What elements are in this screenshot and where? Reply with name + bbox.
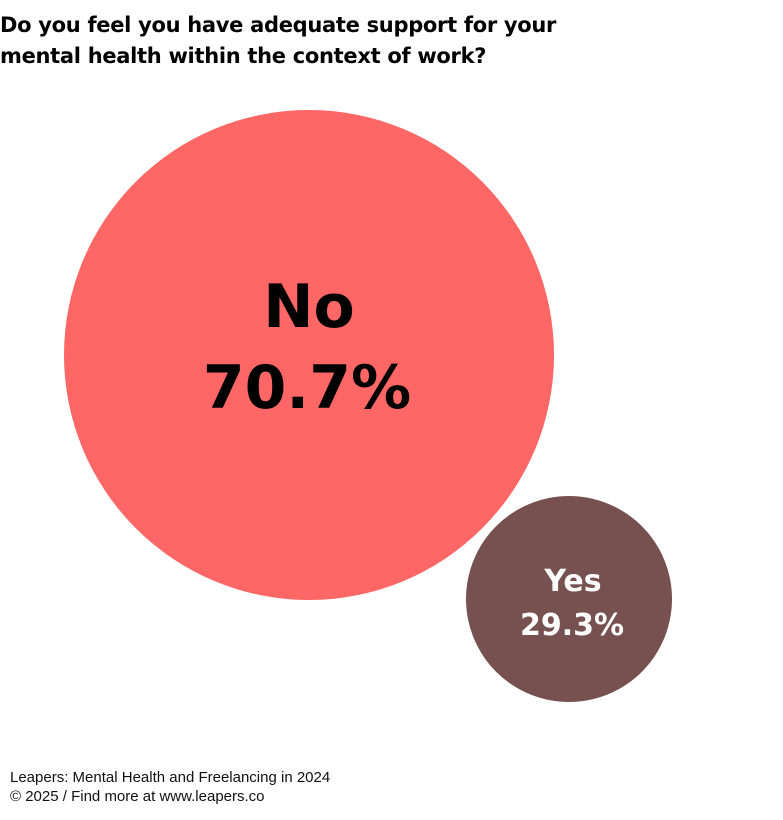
chart-title-line-2: mental health within the context of work…: [0, 44, 487, 68]
bubble-no-value: 70.7%: [203, 353, 411, 423]
bubble-yes-circle: [466, 496, 672, 702]
bubble-no: No 70.7%: [64, 110, 554, 600]
chart-title: Do you feel you have adequate support fo…: [0, 10, 640, 72]
chart-title-line-1: Do you feel you have adequate support fo…: [0, 13, 557, 37]
bubble-yes-label: Yes: [543, 564, 601, 599]
footer: Leapers: Mental Health and Freelancing i…: [10, 768, 330, 806]
footer-copyright: © 2025 / Find more at www.leapers.co: [10, 788, 265, 805]
footer-source: Leapers: Mental Health and Freelancing i…: [10, 769, 331, 786]
bubble-no-circle: [64, 110, 554, 600]
bubble-yes-value: 29.3%: [520, 608, 624, 643]
bubble-yes: Yes 29.3%: [466, 496, 672, 702]
bubble-no-label: No: [263, 272, 354, 342]
